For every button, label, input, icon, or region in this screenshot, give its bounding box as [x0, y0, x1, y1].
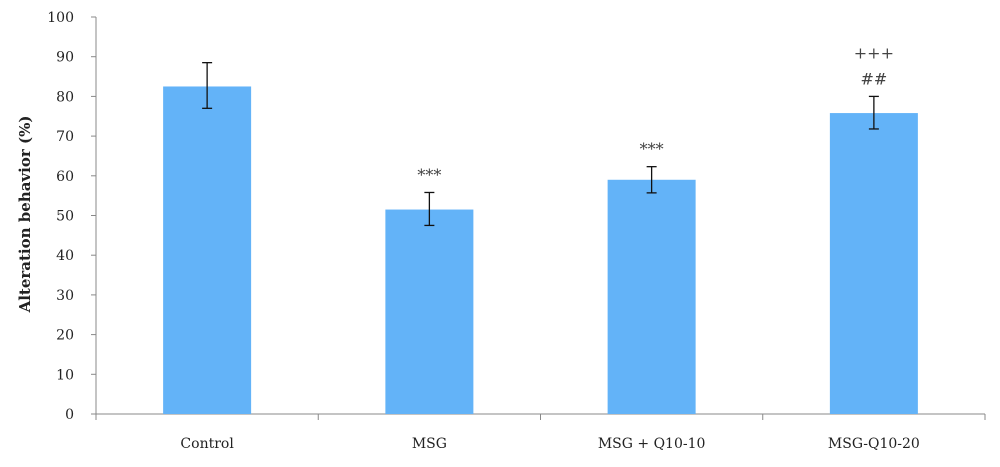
significance-mark: +++ — [854, 43, 894, 62]
x-tick-label: MSG + Q10-10 — [598, 436, 706, 452]
x-tick-label: MSG-Q10-20 — [828, 436, 920, 452]
y-axis-title: Alteration behavior (%) — [16, 116, 34, 314]
bar — [385, 209, 474, 414]
significance-mark: *** — [640, 140, 664, 159]
bar — [607, 179, 696, 414]
y-tick-label: 20 — [56, 328, 74, 344]
error-bars — [202, 62, 879, 227]
y-tick-label: 90 — [56, 50, 74, 66]
significance-annotations: *** *** ## +++ — [417, 43, 894, 184]
y-tick-label: 70 — [56, 129, 74, 145]
x-tick-label: MSG — [412, 436, 447, 452]
y-tick-label: 30 — [56, 288, 74, 304]
y-tick-label: 50 — [56, 209, 74, 225]
y-tick-label: 100 — [47, 10, 74, 26]
significance-mark: ## — [860, 69, 887, 88]
significance-mark: *** — [417, 165, 441, 184]
bar — [163, 86, 252, 414]
y-tick-label: 40 — [56, 248, 74, 264]
y-axis: 0 10 20 30 40 50 60 70 80 90 100 — [47, 10, 97, 423]
y-tick-label: 10 — [56, 367, 74, 383]
bar — [829, 113, 918, 414]
x-axis: Control MSG MSG + Q10-10 MSG-Q10-20 — [95, 413, 986, 452]
y-tick-label: 0 — [65, 407, 74, 423]
x-tick-label: Control — [180, 436, 234, 452]
y-tick-label: 80 — [56, 89, 74, 105]
y-tick-label: 60 — [56, 169, 74, 185]
bars — [163, 86, 918, 414]
